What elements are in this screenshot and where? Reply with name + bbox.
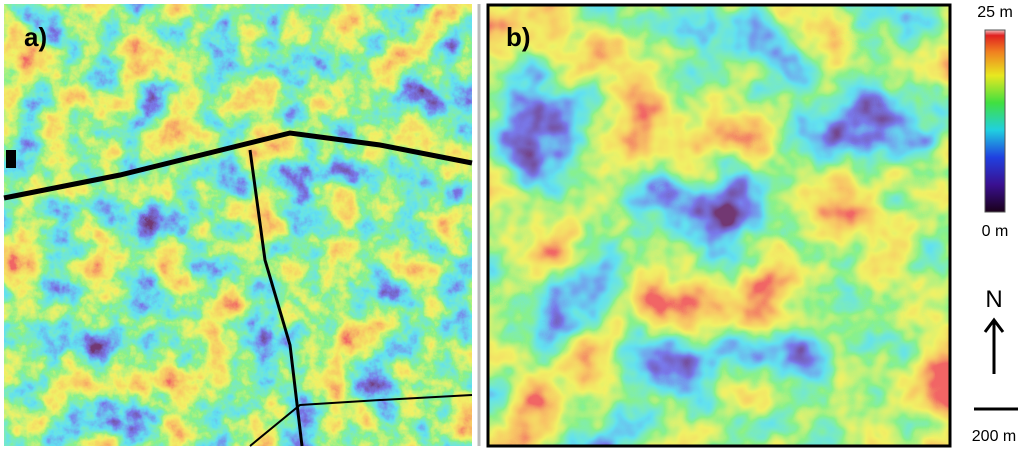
colorbar-min-label: 0 m (982, 223, 1009, 240)
scale-label: 200 m (972, 428, 1016, 445)
road (3, 130, 473, 201)
north-arrow-head (983, 317, 1005, 333)
road (249, 394, 473, 447)
structure (6, 150, 16, 168)
panel-label: b) (506, 22, 531, 52)
elevation-raster (4, 4, 472, 446)
panel-label: a) (24, 22, 47, 52)
road (248, 149, 304, 447)
panel-a: a) (3, 4, 473, 447)
north-label: N (985, 286, 1002, 313)
panel-border (486, 3, 952, 448)
panel-b: b) (486, 3, 952, 448)
colorbar (984, 29, 1006, 213)
colorbar-max-label: 25 m (977, 4, 1013, 21)
elevation-raster (488, 5, 950, 446)
